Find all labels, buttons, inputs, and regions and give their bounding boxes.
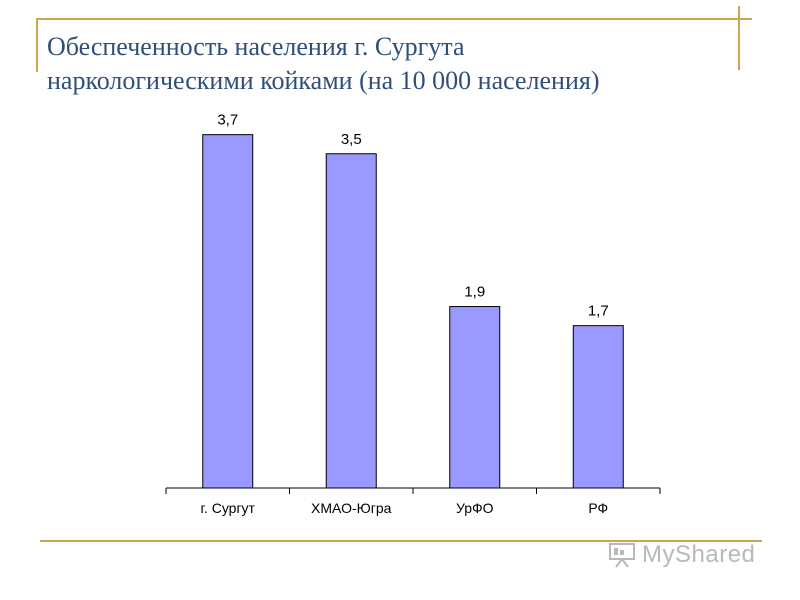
watermark: MyShared — [608, 540, 755, 570]
bar — [325, 153, 377, 489]
bar — [202, 134, 254, 489]
bar — [572, 325, 624, 489]
data-label: 3,5 — [341, 131, 362, 148]
data-label: 1,7 — [588, 303, 609, 320]
watermark-text: MyShared — [642, 541, 756, 568]
x-tick-label: УрФО — [456, 500, 494, 516]
right-accent-line — [738, 6, 740, 70]
slide-title-line-2: наркологическими койками (на 10 000 насе… — [47, 66, 600, 95]
top-accent-line — [36, 18, 752, 20]
presentation-board-icon — [609, 543, 635, 568]
slide-title-line-1: Обеспеченность населения г. Сургута — [47, 32, 465, 61]
bar — [449, 306, 501, 489]
left-accent-line — [36, 20, 38, 72]
x-tick-label: РФ — [588, 500, 608, 516]
data-label: 1,9 — [464, 284, 485, 301]
bottom-accent-line — [40, 540, 762, 542]
x-tick-label: ХМАО-Югра — [311, 500, 392, 516]
x-tick-label: г. Сургут — [201, 500, 256, 516]
slide-title: Обеспеченность населения г. Сургута нарк… — [47, 30, 747, 98]
data-label: 3,7 — [217, 112, 238, 129]
